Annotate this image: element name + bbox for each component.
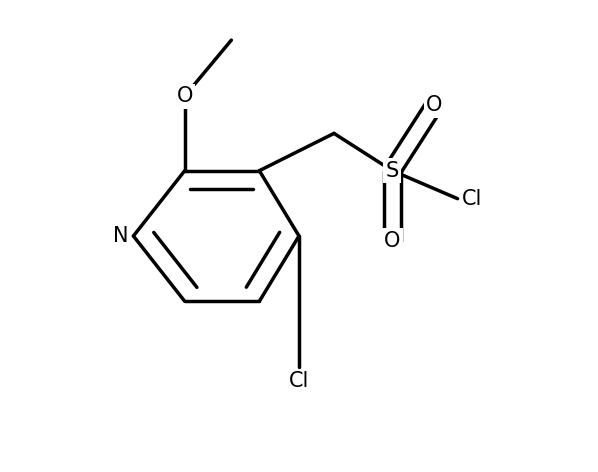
Text: Cl: Cl — [462, 189, 483, 209]
Text: O: O — [426, 95, 443, 115]
Text: O: O — [176, 86, 193, 106]
Text: N: N — [113, 226, 129, 246]
Text: S: S — [386, 160, 399, 181]
Text: O: O — [384, 231, 401, 251]
Text: Cl: Cl — [289, 371, 309, 391]
